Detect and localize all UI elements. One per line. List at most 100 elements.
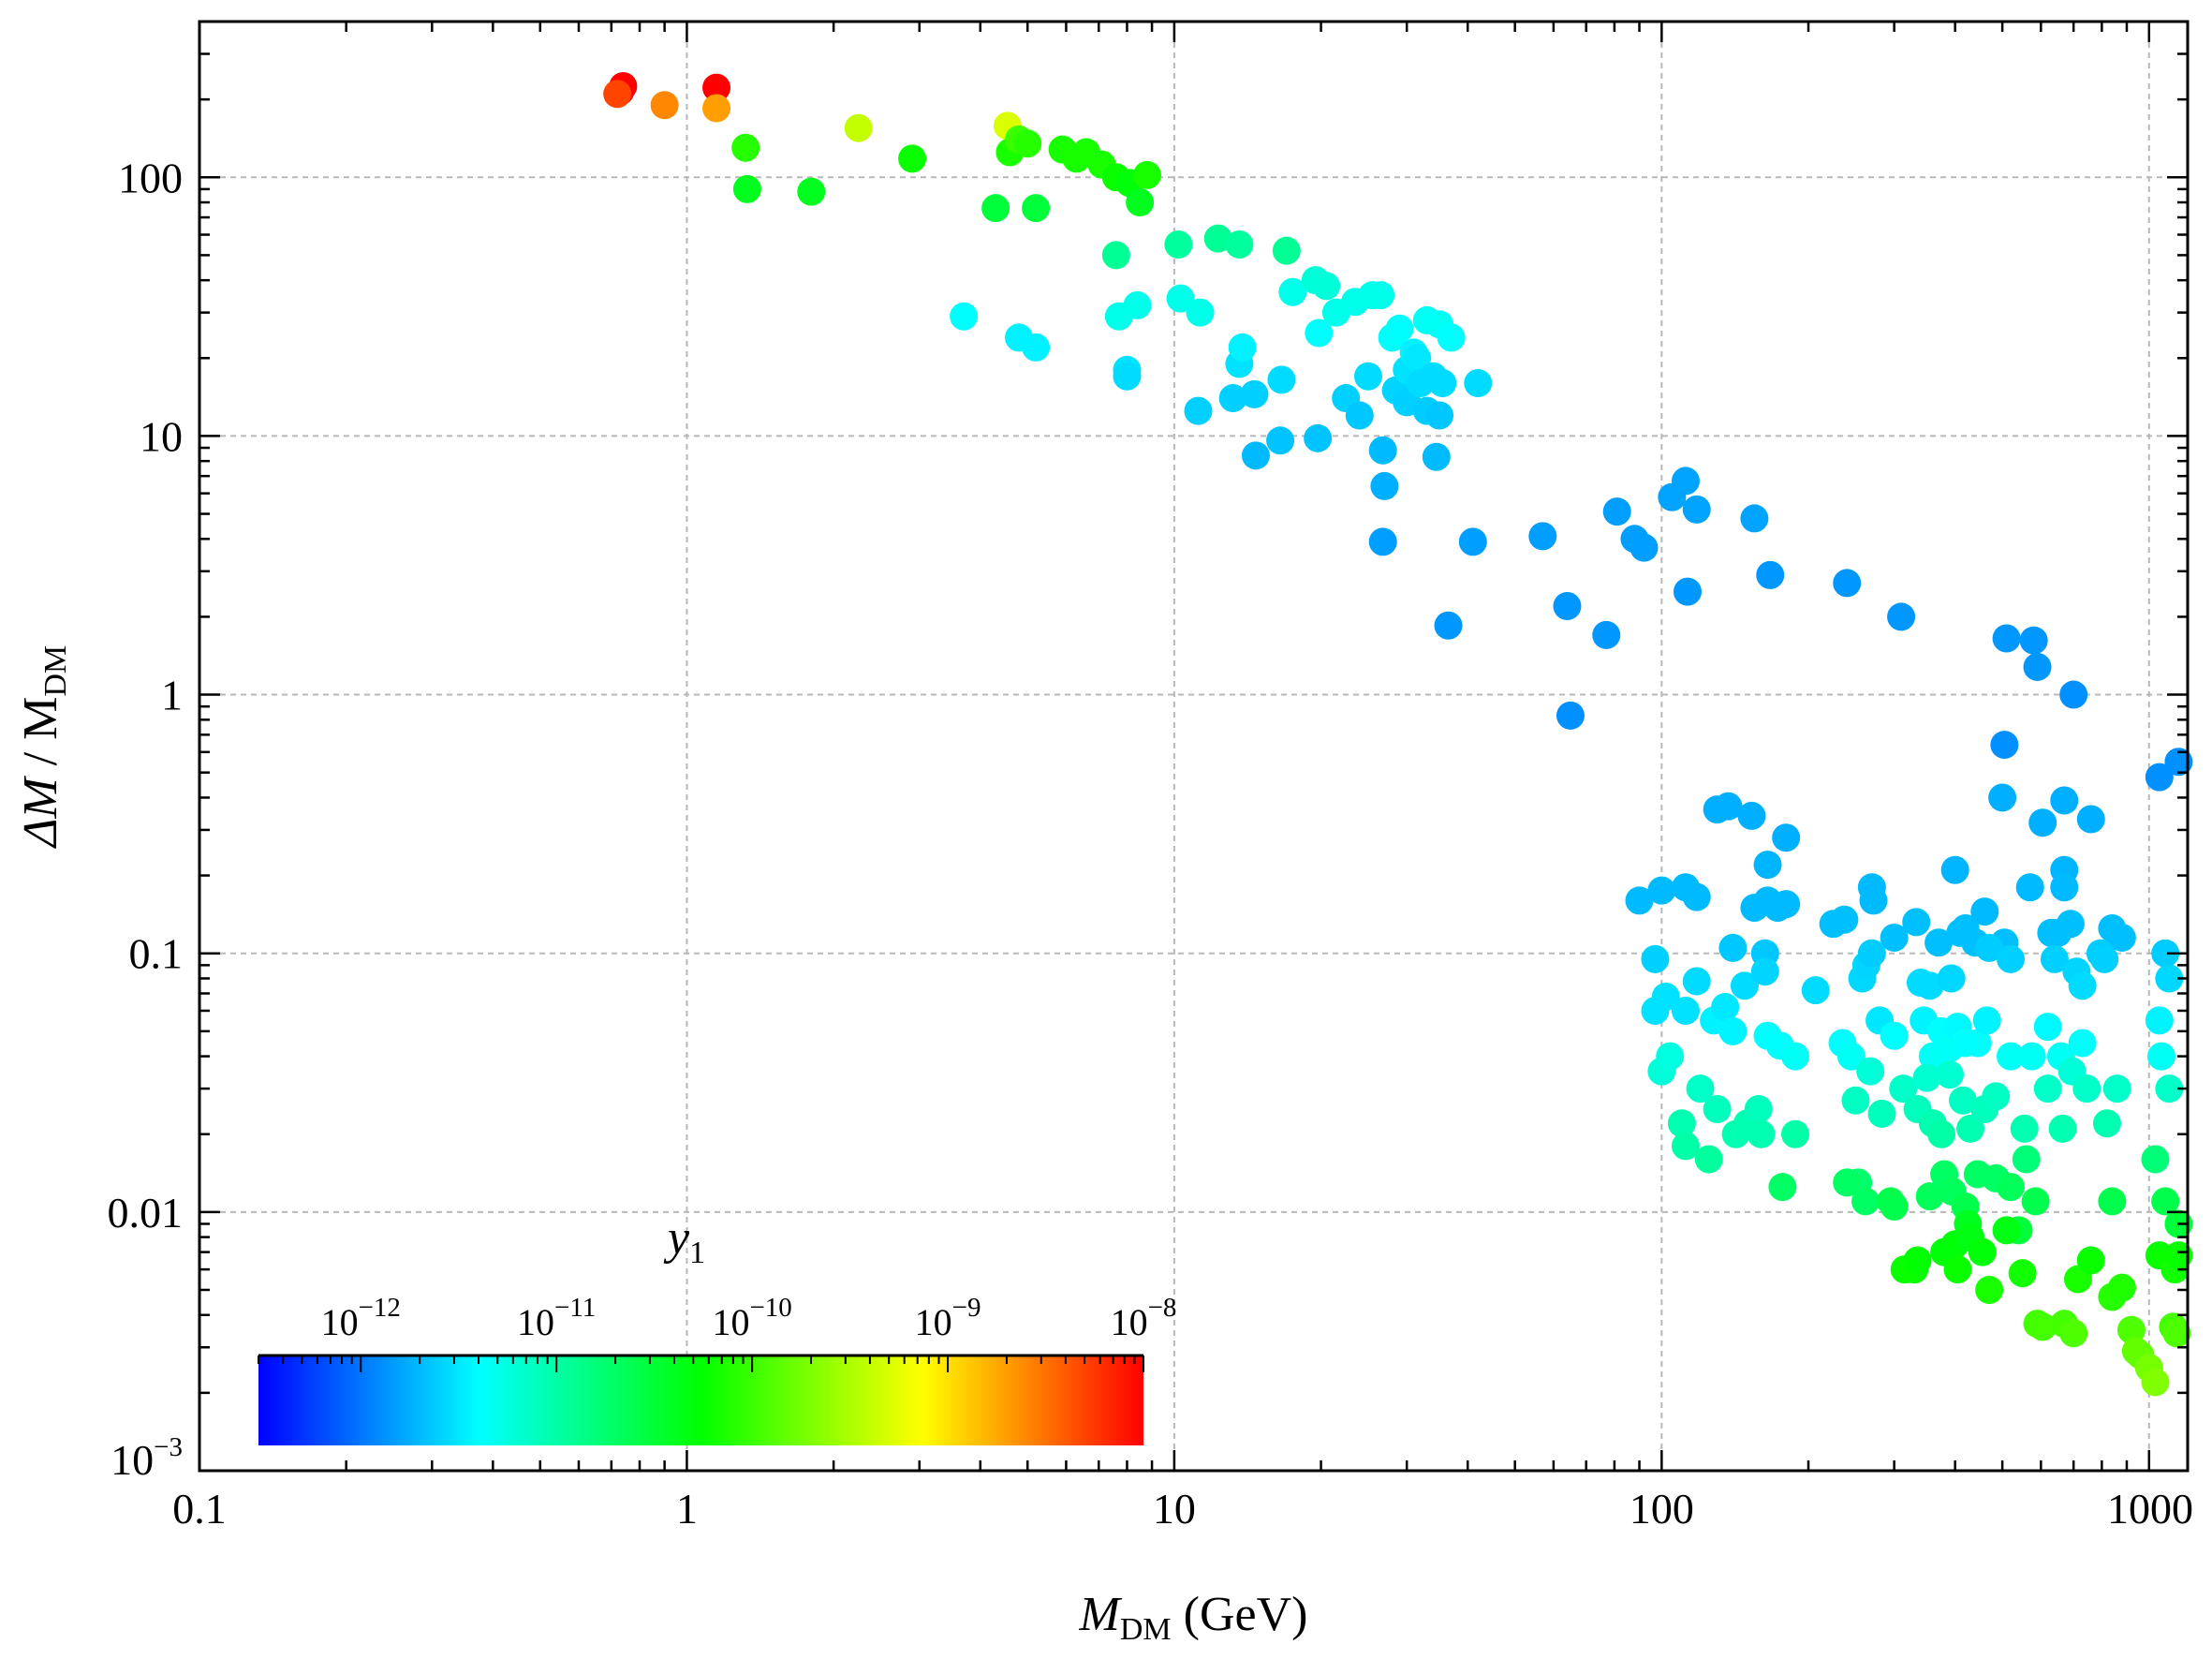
data-point <box>1940 855 1969 884</box>
data-point <box>1667 1109 1696 1138</box>
data-point <box>1434 611 1463 640</box>
data-point <box>1694 1145 1723 1174</box>
data-point <box>1651 982 1680 1011</box>
data-point <box>1186 298 1215 327</box>
x-axis-title: MDM (GeV) <box>1079 1588 1308 1647</box>
data-point <box>2033 1013 2062 1042</box>
data-point <box>603 80 632 109</box>
data-point <box>2015 873 2044 902</box>
data-point <box>2012 1145 2041 1174</box>
data-point <box>1113 362 1142 391</box>
data-point <box>1656 1042 1685 1071</box>
data-point <box>731 133 760 162</box>
x-tick-label: 0.1 <box>172 1485 227 1533</box>
y-tick-label: 1 <box>161 672 183 719</box>
data-point <box>1833 1168 1862 1197</box>
data-point <box>1830 905 1859 934</box>
data-point <box>2072 1074 2101 1104</box>
data-point <box>2146 1042 2175 1071</box>
axes: 0.1 1 10 100 1000 10−3 0.01 0.1 1 10 100 <box>108 20 2193 1533</box>
data-point <box>1241 441 1270 470</box>
x-axis-title-rest: (GeV) <box>1172 1588 1308 1641</box>
data-point <box>1880 1021 1909 1050</box>
data-point <box>1425 401 1454 430</box>
data-point <box>1266 426 1295 455</box>
data-point <box>1528 522 1557 551</box>
colorbar-tick-label: 10−10 <box>712 1293 791 1343</box>
data-point <box>1730 971 1759 1000</box>
data-point <box>2050 873 2079 902</box>
data-point <box>2141 1145 2170 1174</box>
data-point <box>1801 976 1830 1005</box>
data-point <box>2008 1259 2037 1288</box>
y-axis-title-rest: / M <box>14 697 67 778</box>
colorbar-title-sub: 1 <box>689 1236 705 1270</box>
data-point <box>1915 971 1944 1000</box>
data-point <box>650 91 679 120</box>
data-point <box>2028 1312 2057 1341</box>
data-point <box>1768 1173 1797 1202</box>
colorbar-gradient <box>258 1355 1143 1445</box>
y-tick-label: 0.01 <box>108 1189 184 1237</box>
data-point <box>1867 1099 1896 1128</box>
data-point <box>1267 365 1296 394</box>
data-point <box>1887 602 1916 631</box>
colorbar-tick-label: 10−9 <box>915 1293 981 1343</box>
data-point <box>1968 1237 1997 1266</box>
colorbar-title-main: y <box>663 1211 690 1265</box>
colorbar-tick-label: 10−12 <box>321 1293 401 1343</box>
data-point <box>2028 808 2057 837</box>
data-point <box>1753 851 1782 880</box>
data-point <box>1915 1182 1944 1211</box>
data-point <box>1123 290 1152 319</box>
data-point <box>2151 939 2180 968</box>
data-point <box>1602 497 1631 526</box>
data-point <box>1366 281 1395 310</box>
data-point <box>1671 467 1700 496</box>
data-point <box>2023 652 2052 681</box>
data-point <box>2107 923 2136 952</box>
x-tick-label: 1 <box>676 1485 698 1533</box>
data-point <box>2056 910 2085 939</box>
data-point <box>2059 680 2088 709</box>
data-point <box>1851 1187 1880 1216</box>
data-point <box>1750 957 1779 986</box>
data-point <box>2164 1241 2193 1270</box>
data-point <box>1641 944 1670 973</box>
data-point <box>981 194 1010 223</box>
data-point <box>2162 1319 2191 1348</box>
data-point <box>1975 933 2004 962</box>
data-point <box>2048 1114 2077 1143</box>
data-point <box>1556 701 1585 730</box>
data-point <box>2050 786 2079 815</box>
data-point <box>1912 1063 1941 1092</box>
data-point <box>1164 230 1193 259</box>
data-point <box>2155 964 2184 993</box>
data-point <box>1368 527 1397 556</box>
data-point <box>1022 194 1051 223</box>
data-point <box>1218 384 1247 413</box>
data-point <box>844 113 873 142</box>
data-point <box>732 174 761 203</box>
data-point <box>2068 1029 2097 1058</box>
data-point <box>1857 939 1886 968</box>
data-point <box>1756 560 1785 589</box>
data-point <box>1272 236 1301 265</box>
data-point <box>2116 1315 2146 1344</box>
data-point <box>1975 1275 2004 1304</box>
data-point <box>1956 1114 1985 1143</box>
data-point <box>2164 748 2193 777</box>
data-point <box>2017 1042 2046 1071</box>
data-point <box>1972 1006 2001 1035</box>
data-point <box>797 177 826 206</box>
y-tick-label: 0.1 <box>129 930 184 978</box>
data-point <box>1990 731 2019 760</box>
data-point <box>2098 1187 2127 1216</box>
data-point <box>1740 504 1769 533</box>
data-point <box>1553 591 1582 620</box>
data-point <box>1228 333 1257 362</box>
data-point <box>1312 272 1341 301</box>
colorbar-title: y1 <box>663 1211 705 1270</box>
data-point <box>1996 1042 2025 1071</box>
data-point <box>1903 1246 1932 1275</box>
